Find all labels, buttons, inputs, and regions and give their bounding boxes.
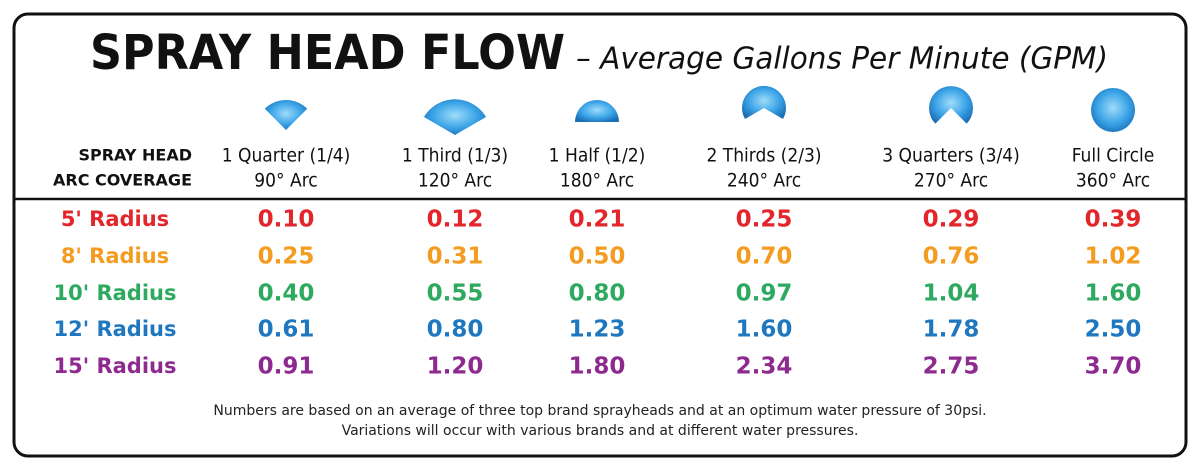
icon-half — [575, 100, 619, 122]
cell-value: 0.91 — [258, 354, 315, 380]
icon-third — [424, 99, 486, 135]
cell-value: 0.61 — [258, 317, 315, 343]
column-header: 1 Quarter (1/4) — [222, 145, 351, 167]
column-header: Full Circle — [1072, 145, 1155, 167]
cell-value: 1.60 — [736, 317, 793, 343]
arc-icons — [264, 85, 1135, 135]
cell-value: 0.40 — [258, 281, 315, 307]
column-header: 270° Arc — [914, 170, 988, 192]
cell-value: 1.60 — [1085, 281, 1142, 307]
cell-value: 0.29 — [923, 207, 980, 233]
footnote: Variations will occur with various brand… — [342, 423, 859, 439]
cell-value: 1.80 — [569, 354, 626, 380]
column-header: 240° Arc — [727, 170, 801, 192]
cell-value: 0.25 — [736, 207, 793, 233]
cell-value: 0.10 — [258, 207, 315, 233]
row-header-label: SPRAY HEAD — [78, 146, 192, 165]
cell-value: 0.31 — [427, 244, 484, 270]
column-header: 120° Arc — [418, 170, 492, 192]
frame — [12, 12, 1188, 458]
cell-value: 3.70 — [1085, 354, 1142, 380]
footnote: Numbers are based on an average of three… — [213, 403, 986, 419]
cell-value: 0.80 — [427, 317, 484, 343]
row-label: 10' Radius — [54, 281, 177, 305]
cell-value: 0.97 — [736, 281, 793, 307]
cell-value: 1.04 — [923, 281, 980, 307]
cell-value: 0.80 — [569, 281, 626, 307]
title: SPRAY HEAD FLOW — [90, 25, 565, 81]
row-label: 15' Radius — [54, 354, 177, 378]
cell-value: 0.55 — [427, 281, 484, 307]
icon-two-thirds — [742, 85, 786, 119]
column-header: 1 Half (1/2) — [549, 145, 646, 167]
column-header: 2 Thirds (2/3) — [706, 145, 821, 167]
cell-value: 0.21 — [569, 207, 626, 233]
icon-full — [1091, 88, 1135, 132]
cell-value: 0.70 — [736, 244, 793, 270]
icon-three-quarters — [929, 86, 973, 124]
column-header: 90° Arc — [254, 170, 317, 192]
cell-value: 0.12 — [427, 207, 484, 233]
icon-quarter — [264, 100, 308, 130]
column-header: 3 Quarters (3/4) — [882, 145, 1020, 167]
row-label: 5' Radius — [61, 207, 169, 231]
row-header-label: ARC COVERAGE — [53, 171, 192, 190]
row-label: 8' Radius — [61, 244, 169, 268]
column-header: 1 Third (1/3) — [402, 145, 508, 167]
cell-value: 1.02 — [1085, 244, 1142, 270]
table: SPRAY HEAD ARC COVERAGE 1 Quarter (1/4) 90°… — [53, 145, 1154, 440]
cell-value: 2.34 — [736, 354, 793, 380]
cell-value: 0.50 — [569, 244, 626, 270]
cell-value: 0.39 — [1085, 207, 1142, 233]
subtitle: – Average Gallons Per Minute (GPM) — [576, 42, 1108, 77]
column-header: 360° Arc — [1076, 170, 1150, 192]
cell-value: 0.25 — [258, 244, 315, 270]
cell-value: 0.76 — [923, 244, 980, 270]
cell-value: 1.20 — [427, 354, 484, 380]
cell-value: 1.23 — [569, 317, 626, 343]
cell-value: 1.78 — [923, 317, 980, 343]
cell-value: 2.75 — [923, 354, 980, 380]
cell-value: 2.50 — [1085, 317, 1142, 343]
column-header: 180° Arc — [560, 170, 634, 192]
row-label: 12' Radius — [54, 317, 177, 341]
